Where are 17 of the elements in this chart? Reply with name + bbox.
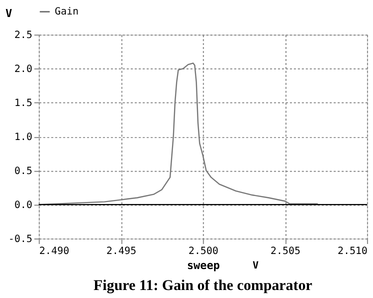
legend-label: Gain bbox=[54, 6, 79, 18]
y-tick-label: 1.5 bbox=[14, 98, 32, 110]
x-tick-label: 2.490 bbox=[39, 246, 70, 257]
x-tick-label: 2.495 bbox=[106, 246, 136, 257]
y-tick-label: 0.0 bbox=[14, 200, 32, 212]
y-tick-label: -0.5 bbox=[8, 234, 32, 246]
text: Figure 11: Gain of the comparator bbox=[94, 278, 313, 294]
x-axis-title: sweep bbox=[186, 258, 220, 272]
x-tick-label: 2.510 bbox=[338, 246, 368, 257]
y-tick-label: 0.5 bbox=[14, 166, 32, 178]
x-tick-label: 2.505 bbox=[270, 246, 300, 257]
y-tick-label: 2.0 bbox=[14, 64, 32, 76]
y-tick-label: 1.0 bbox=[14, 132, 32, 144]
text: V bbox=[252, 260, 259, 272]
x-tick-label: 2.500 bbox=[188, 246, 218, 257]
y-tick-label: 2.5 bbox=[14, 30, 32, 42]
y-axis-title: V bbox=[5, 7, 12, 20]
